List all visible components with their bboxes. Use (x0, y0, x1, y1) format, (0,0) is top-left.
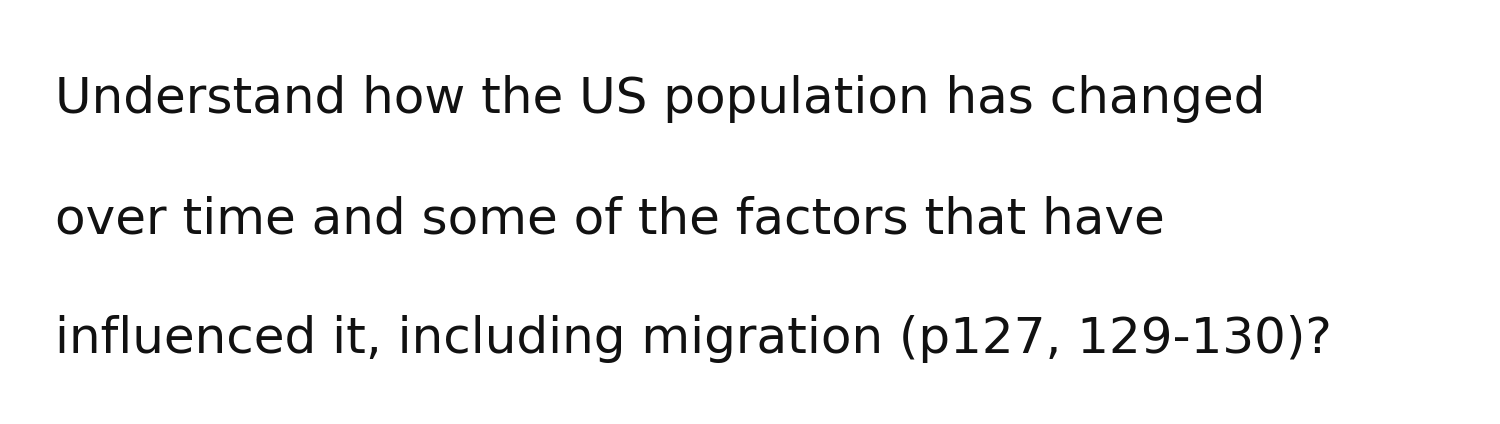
Text: over time and some of the factors that have: over time and some of the factors that h… (56, 195, 1164, 243)
Text: Understand how the US population has changed: Understand how the US population has cha… (56, 75, 1266, 123)
Text: influenced it, including migration (p127, 129-130)?: influenced it, including migration (p127… (56, 315, 1332, 363)
